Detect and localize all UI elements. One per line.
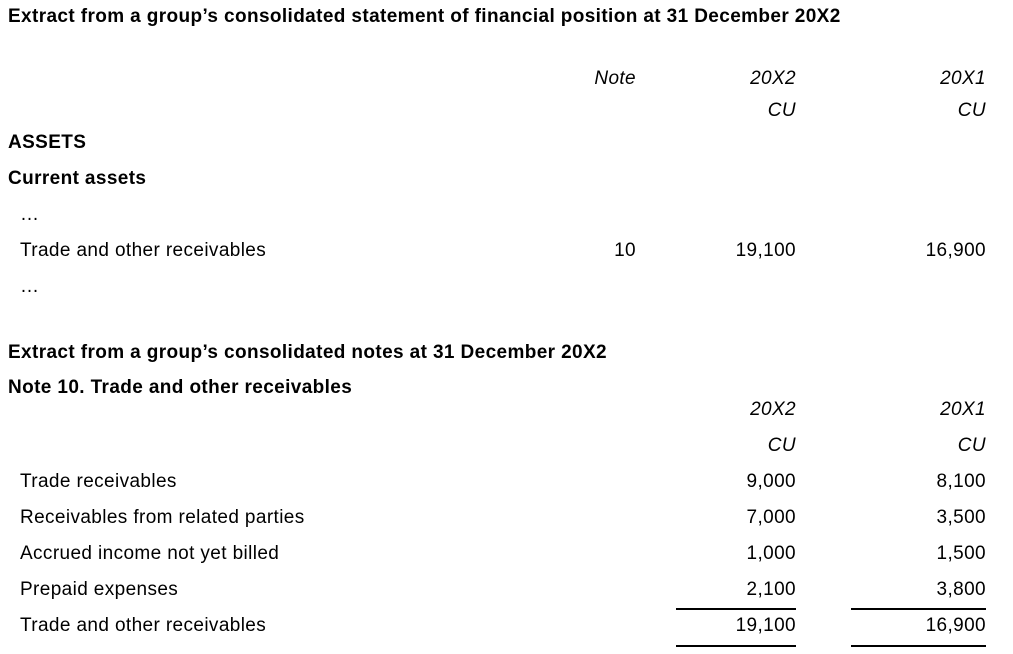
statement-header-row-units: CU CU xyxy=(8,100,986,132)
statement-col-header-20x1: 20X1 xyxy=(940,68,986,89)
section-heading-assets: ASSETS xyxy=(8,132,87,153)
row-value-20x2: 2,100 xyxy=(636,579,796,610)
row-value-20x1: 16,900 xyxy=(796,615,986,647)
row-value-20x2: 9,000 xyxy=(746,471,796,492)
notes-header-row-years: 20X2 20X1 xyxy=(8,399,986,435)
statement-table: Note 20X2 20X1 CU CU ASSETS Current asse… xyxy=(8,68,986,312)
notes-table: 20X2 20X1 CU CU Trade receivables 9,000 … xyxy=(8,399,986,651)
notes-row-accrued-income: Accrued income not yet billed 1,000 1,50… xyxy=(8,543,986,579)
row-label: Receivables from related parties xyxy=(20,507,305,528)
statement-unit-20x2: CU xyxy=(767,100,796,121)
notes-row-prepaid-expenses: Prepaid expenses 2,100 3,800 xyxy=(8,579,986,615)
underlined-value: 3,800 xyxy=(851,579,986,610)
notes-header-row-units: CU CU xyxy=(8,435,986,471)
statement-col-header-note: Note xyxy=(594,68,636,89)
ellipsis-row: … xyxy=(20,276,40,297)
notes-row-receivables-related-parties: Receivables from related parties 7,000 3… xyxy=(8,507,986,543)
row-value-20x1: 1,500 xyxy=(936,543,986,564)
notes-unit-20x1: CU xyxy=(957,435,986,456)
notes-unit-20x2: CU xyxy=(767,435,796,456)
notes-subtitle: Note 10. Trade and other receivables xyxy=(8,377,353,398)
row-value-20x2: 7,000 xyxy=(746,507,796,528)
row-value-20x1: 16,900 xyxy=(925,240,986,261)
ellipsis-row: … xyxy=(20,204,40,225)
statement-unit-20x1: CU xyxy=(957,100,986,121)
notes-row-trade-receivables: Trade receivables 9,000 8,100 xyxy=(8,471,986,507)
underlined-value: 2,100 xyxy=(676,579,796,610)
row-label: Trade and other receivables xyxy=(20,240,267,261)
row-value-20x2: 19,100 xyxy=(636,615,796,647)
notes-row-total-trade-and-other-receivables: Trade and other receivables 19,100 16,90… xyxy=(8,615,986,651)
notes-title: Extract from a group’s consolidated note… xyxy=(8,342,607,363)
notes-col-header-20x1: 20X1 xyxy=(940,399,986,420)
row-label: Prepaid expenses xyxy=(20,579,179,600)
row-value-20x1: 3,800 xyxy=(796,579,986,610)
row-label: Accrued income not yet billed xyxy=(20,543,280,564)
statement-header-row-years: Note 20X2 20X1 xyxy=(8,68,986,100)
row-note-ref: 10 xyxy=(614,240,636,261)
row-value-20x2: 19,100 xyxy=(735,240,796,261)
statement-title: Extract from a group’s consolidated stat… xyxy=(8,6,841,27)
notes-col-header-20x2: 20X2 xyxy=(750,399,796,420)
underlined-total-value: 16,900 xyxy=(851,615,986,647)
underlined-total-value: 19,100 xyxy=(676,615,796,647)
row-value-20x2: 1,000 xyxy=(746,543,796,564)
statement-col-header-20x2: 20X2 xyxy=(750,68,796,89)
section-heading-current-assets: Current assets xyxy=(8,168,147,189)
row-value-20x1: 8,100 xyxy=(936,471,986,492)
row-value-20x1: 3,500 xyxy=(936,507,986,528)
row-label: Trade receivables xyxy=(20,471,177,492)
row-label: Trade and other receivables xyxy=(20,615,267,636)
statement-row-trade-and-other-receivables: Trade and other receivables 10 19,100 16… xyxy=(8,240,986,276)
